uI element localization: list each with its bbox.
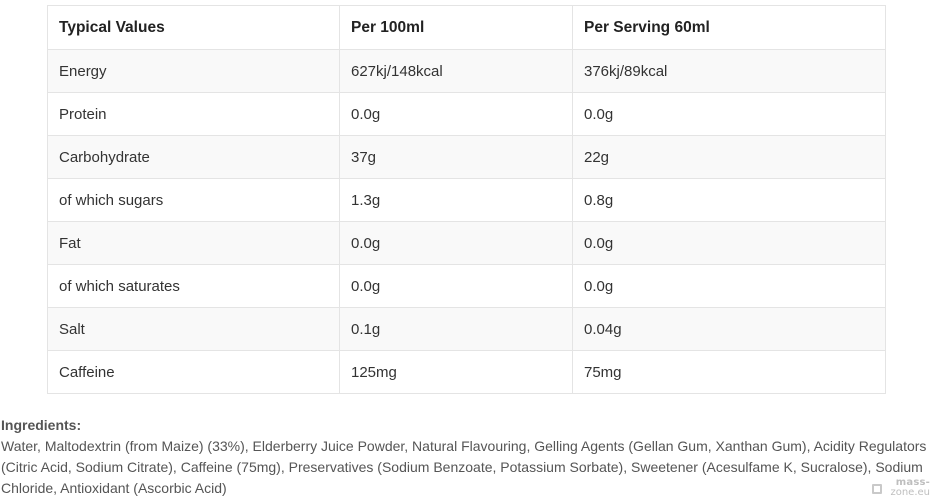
value-per-serving: 0.0g (572, 92, 886, 136)
value-per-100ml: 125mg (339, 350, 573, 394)
mass-zone-watermark: mass- zone.eu (872, 478, 930, 500)
value-per-serving: 0.0g (572, 221, 886, 265)
value-per-100ml: 627kj/148kcal (339, 49, 573, 93)
table-row: Salt 0.1g 0.04g (47, 307, 886, 351)
value-per-100ml: 0.0g (339, 264, 573, 308)
value-per-100ml: 1.3g (339, 178, 573, 222)
nutrient-name: Caffeine (47, 350, 340, 394)
value-per-serving: 376kj/89kcal (572, 49, 886, 93)
value-per-serving: 0.0g (572, 264, 886, 308)
table-row: Fat 0.0g 0.0g (47, 221, 886, 265)
column-header-per-100ml: Per 100ml (339, 5, 573, 50)
nutrient-name: of which sugars (47, 178, 340, 222)
value-per-100ml: 37g (339, 135, 573, 179)
value-per-100ml: 0.1g (339, 307, 573, 351)
table-row: Carbohydrate 37g 22g (47, 135, 886, 179)
table-row: Energy 627kj/148kcal 376kj/89kcal (47, 49, 886, 93)
nutrient-name: Carbohydrate (47, 135, 340, 179)
nutrient-name: Fat (47, 221, 340, 265)
value-per-serving: 75mg (572, 350, 886, 394)
ingredients-text: Water, Maltodextrin (from Maize) (33%), … (1, 438, 927, 496)
nutrient-name: Salt (47, 307, 340, 351)
value-per-100ml: 0.0g (339, 92, 573, 136)
value-per-serving: 0.8g (572, 178, 886, 222)
ingredients-heading: Ingredients: (1, 417, 82, 433)
watermark-logo-icon (872, 484, 882, 494)
table-row: Caffeine 125mg 75mg (47, 350, 886, 394)
nutrient-name: Energy (47, 49, 340, 93)
column-header-per-serving: Per Serving 60ml (572, 5, 886, 50)
column-header-typical-values: Typical Values (47, 5, 340, 50)
nutrition-table: Typical Values Per 100ml Per Serving 60m… (47, 5, 886, 394)
watermark-line-2: zone.eu (890, 487, 930, 498)
table-row: of which sugars 1.3g 0.8g (47, 178, 886, 222)
table-header-row: Typical Values Per 100ml Per Serving 60m… (47, 5, 886, 50)
ingredients-section: Ingredients: Water, Maltodextrin (from M… (1, 415, 933, 499)
nutrient-name: Protein (47, 92, 340, 136)
table-row: Protein 0.0g 0.0g (47, 92, 886, 136)
value-per-100ml: 0.0g (339, 221, 573, 265)
watermark-line-1: mass- (895, 477, 930, 488)
table-row: of which saturates 0.0g 0.0g (47, 264, 886, 308)
value-per-serving: 0.04g (572, 307, 886, 351)
nutrient-name: of which saturates (47, 264, 340, 308)
value-per-serving: 22g (572, 135, 886, 179)
